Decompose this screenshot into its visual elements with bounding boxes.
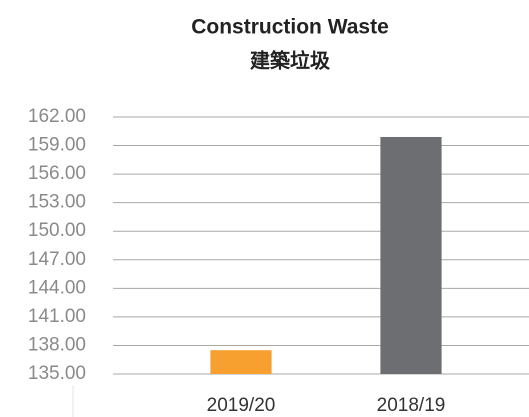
y-tick-label: 141.00	[28, 306, 86, 327]
y-tick-label: 150.00	[28, 220, 86, 241]
y-tick-label: 135.00	[28, 363, 86, 384]
y-tick-label: 153.00	[28, 192, 86, 213]
y-tick-label: 159.00	[28, 135, 86, 156]
bar	[210, 350, 272, 374]
chart-title: Construction Waste	[191, 16, 389, 39]
bar	[380, 136, 442, 374]
x-tick-label: 2018/19	[377, 395, 446, 416]
x-tick-label: 2019/20	[207, 395, 276, 416]
y-tick-label: 156.00	[28, 163, 86, 184]
chart-subtitle: 建築垃圾	[250, 48, 331, 72]
y-tick-label: 162.00	[28, 106, 86, 127]
y-tick-label: 147.00	[28, 249, 86, 270]
y-tick-label: 138.00	[28, 334, 86, 355]
y-tick-label: 144.00	[28, 277, 86, 298]
